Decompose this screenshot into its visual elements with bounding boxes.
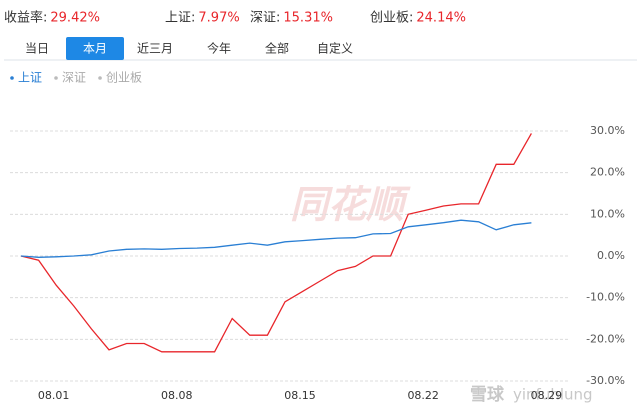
tab[interactable]: 近三月 [137, 42, 173, 56]
watermark: 同花顺 [290, 183, 411, 227]
x-tick-label: 08.01 [38, 389, 70, 402]
y-tick-label: -20.0% [586, 332, 625, 345]
series-line [20, 219, 532, 258]
x-tick-label: 08.22 [407, 389, 439, 402]
legend-item[interactable]: 创业板 [106, 71, 142, 85]
watermark: 雪球 [470, 385, 505, 405]
legend-dot [54, 76, 58, 80]
stat-label: 创业板: [370, 11, 413, 26]
legend-dot [10, 76, 14, 80]
x-tick-label: 08.29 [531, 389, 563, 402]
stat-label: 收益率: [4, 10, 47, 26]
stat-label: 上证: [165, 11, 195, 26]
y-tick-label: 0.0% [597, 249, 625, 262]
tab[interactable]: 今年 [207, 41, 231, 56]
stat-label: 深证: [250, 11, 280, 26]
watermark: yinfuhlung [513, 386, 593, 404]
tab[interactable]: 全部 [265, 41, 289, 56]
x-tick-label: 08.15 [284, 389, 316, 402]
tab[interactable]: 本月 [83, 42, 107, 56]
stat-value: 7.97% [198, 11, 239, 26]
legend-dot [98, 76, 102, 80]
tab[interactable]: 自定义 [317, 41, 353, 56]
tab-active-bg [66, 37, 124, 60]
legend-item[interactable]: 上证 [18, 71, 42, 85]
y-tick-label: 10.0% [590, 207, 625, 220]
stat-value: 15.31% [283, 11, 333, 26]
tab[interactable]: 当日 [25, 42, 49, 56]
y-tick-label: 30.0% [590, 124, 625, 137]
stat-value: 24.14% [416, 11, 466, 26]
series-line [20, 133, 532, 353]
x-tick-label: 08.08 [161, 389, 193, 402]
stat-value: 29.42% [50, 11, 100, 26]
y-tick-label: 20.0% [590, 166, 625, 179]
y-tick-label: -30.0% [586, 374, 625, 387]
legend-item[interactable]: 深证 [62, 71, 86, 85]
y-tick-label: -10.0% [586, 291, 625, 304]
